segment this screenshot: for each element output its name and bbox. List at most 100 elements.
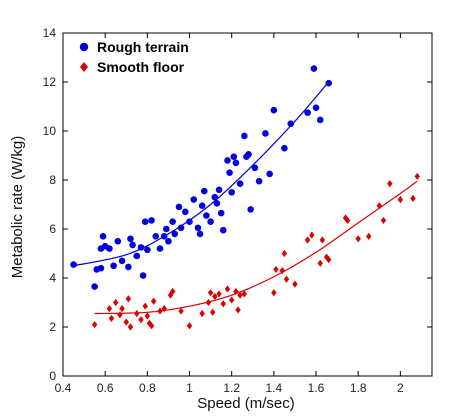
- data-point-smooth-floor: [207, 289, 214, 297]
- trend-lines: [73, 84, 418, 315]
- data-point-smooth-floor: [281, 249, 288, 258]
- data-point-rough-terrain: [106, 245, 113, 252]
- data-point-rough-terrain: [133, 252, 141, 260]
- data-point-rough-terrain: [203, 212, 210, 219]
- data-point-smooth-floor: [161, 305, 167, 313]
- legend-label-smooth-floor: Smooth floor: [97, 59, 185, 75]
- data-point-smooth-floor: [125, 295, 132, 303]
- data-point-rough-terrain: [139, 272, 147, 279]
- data-point-rough-terrain: [310, 65, 318, 72]
- data-point-smooth-floor: [241, 290, 248, 298]
- y-tick-label: 6: [49, 222, 56, 236]
- data-point-smooth-floor: [410, 194, 416, 202]
- data-point-smooth-floor: [150, 297, 157, 305]
- data-point-smooth-floor: [113, 298, 119, 307]
- data-point-smooth-floor: [235, 306, 241, 314]
- data-point-smooth-floor: [167, 291, 174, 299]
- data-point-smooth-floor: [380, 216, 387, 225]
- fit-line-rough-terrain: [73, 84, 328, 267]
- y-tick-label: 8: [49, 173, 56, 187]
- data-point-smooth-floor: [134, 309, 140, 318]
- data-point-smooth-floor: [117, 311, 123, 319]
- data-point-smooth-floor: [317, 259, 323, 267]
- data-point-smooth-floor: [148, 322, 155, 330]
- data-point-smooth-floor: [119, 305, 125, 313]
- x-axis-title: Speed (m/sec): [197, 395, 295, 412]
- data-point-rough-terrain: [270, 106, 278, 114]
- data-point-rough-terrain: [91, 283, 98, 290]
- data-point-smooth-floor: [91, 320, 98, 329]
- y-tick-label: 10: [43, 124, 57, 138]
- y-axis-title: Metabolic rate (W/kg): [9, 136, 26, 279]
- data-point-smooth-floor: [283, 275, 290, 283]
- data-point-smooth-floor: [212, 292, 218, 300]
- data-point-rough-terrain: [226, 169, 233, 176]
- data-point-rough-terrain: [198, 202, 206, 210]
- data-point-rough-terrain: [118, 257, 126, 265]
- data-point-rough-terrain: [175, 203, 183, 211]
- data-point-rough-terrain: [255, 177, 263, 185]
- x-tick-label: 0.6: [97, 381, 114, 395]
- data-point-rough-terrain: [97, 264, 105, 272]
- data-point-smooth-floor: [106, 305, 113, 313]
- data-point-rough-terrain: [236, 180, 244, 187]
- data-point-smooth-floor: [397, 196, 404, 204]
- data-point-rough-terrain: [125, 263, 132, 271]
- data-point-rough-terrain: [287, 120, 295, 127]
- x-axis-ticks: 0.4 0.6 0.8 1 1.2 1.4 1.6 1.8 2: [55, 33, 404, 395]
- data-point-rough-terrain: [211, 193, 219, 201]
- data-point-smooth-floor: [157, 307, 163, 315]
- data-point-rough-terrain: [228, 188, 235, 196]
- legend-marker-smooth-floor: [80, 62, 88, 72]
- data-point-rough-terrain: [304, 109, 311, 116]
- y-tick-label: 14: [43, 26, 57, 40]
- data-point-smooth-floor: [355, 235, 361, 243]
- data-point-smooth-floor: [325, 256, 332, 264]
- data-point-rough-terrain: [160, 233, 168, 240]
- data-point-smooth-floor: [220, 300, 226, 308]
- data-point-smooth-floor: [366, 232, 372, 240]
- data-point-rough-terrain: [181, 208, 189, 216]
- data-point-rough-terrain: [217, 209, 225, 217]
- data-point-rough-terrain: [163, 225, 170, 233]
- data-point-rough-terrain: [194, 224, 202, 232]
- x-tick-label: 2: [397, 381, 404, 395]
- data-point-smooth-floor: [233, 287, 239, 296]
- x-tick-label: 1.6: [308, 381, 325, 395]
- data-point-smooth-floor: [273, 265, 279, 274]
- x-tick-label: 1.4: [266, 381, 283, 395]
- data-point-rough-terrain: [156, 245, 164, 252]
- data-point-rough-terrain: [186, 218, 193, 225]
- y-tick-label: 12: [43, 75, 57, 89]
- data-point-smooth-floor: [205, 298, 212, 307]
- data-point-smooth-floor: [344, 216, 351, 225]
- data-point-rough-terrain: [232, 159, 240, 167]
- data-point-smooth-floor: [228, 296, 235, 304]
- legend-label-rough-terrain: Rough terrain: [97, 39, 189, 55]
- data-point-smooth-floor: [309, 231, 315, 239]
- data-point-smooth-floor: [304, 236, 311, 244]
- x-tick-label: 1: [186, 381, 193, 395]
- plot-area-border: [62, 32, 433, 377]
- y-tick-label: 2: [49, 320, 56, 334]
- data-point-smooth-floor: [127, 323, 134, 331]
- data-point-rough-terrain: [110, 262, 117, 270]
- y-tick-label: 4: [49, 271, 56, 285]
- data-point-smooth-floor: [387, 180, 393, 188]
- data-point-rough-terrain: [312, 104, 320, 112]
- data-point-rough-terrain: [99, 233, 107, 240]
- data-point-rough-terrain: [251, 164, 259, 172]
- data-point-smooth-floor: [279, 267, 285, 275]
- data-point-rough-terrain: [165, 237, 172, 245]
- data-point-rough-terrain: [169, 218, 176, 225]
- data-point-rough-terrain: [200, 187, 208, 195]
- data-point-smooth-floor: [144, 312, 151, 320]
- data-point-rough-terrain: [213, 199, 221, 207]
- data-point-rough-terrain: [262, 130, 269, 137]
- data-point-smooth-floor: [123, 318, 129, 326]
- data-point-rough-terrain: [137, 244, 145, 251]
- data-point-rough-terrain: [127, 235, 134, 243]
- data-point-rough-terrain: [70, 261, 77, 268]
- data-point-smooth-floor: [169, 287, 176, 296]
- data-point-smooth-floor: [237, 291, 243, 299]
